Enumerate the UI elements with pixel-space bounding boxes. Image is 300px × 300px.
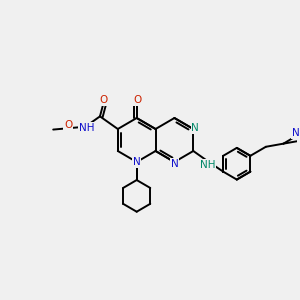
Text: O: O (99, 95, 107, 105)
Text: N: N (191, 123, 199, 133)
Text: O: O (64, 120, 73, 130)
Text: O: O (134, 95, 142, 105)
Text: N: N (292, 128, 300, 138)
Text: N: N (133, 157, 141, 167)
Text: NH: NH (200, 160, 215, 170)
Text: NH: NH (79, 123, 94, 133)
Text: N: N (171, 159, 178, 169)
